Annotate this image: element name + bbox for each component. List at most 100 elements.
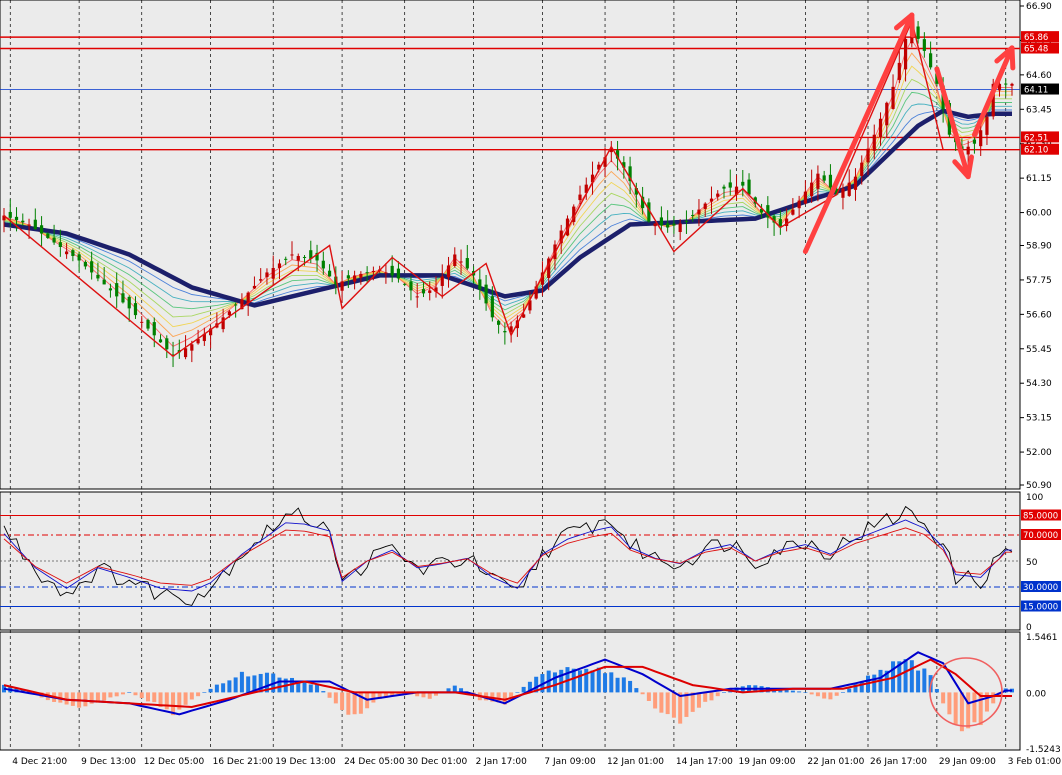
candle-body [327,270,332,277]
candle-body [234,304,238,306]
osc-tick-label: 0 [1026,623,1032,633]
candle-body [296,255,300,261]
x-tick-label: 14 Jan 17:00 [676,757,733,767]
candle-body [897,62,901,80]
candle-body [534,286,538,299]
candle-body [684,220,689,222]
macd-histogram-bar [346,692,351,715]
candle-body [622,162,626,168]
price-level-badge [1021,31,1059,43]
macd-histogram-bar [722,692,726,693]
price-level-label: 62.10 [1024,146,1048,156]
candle-body [227,311,231,316]
candle-body [778,219,782,228]
candle-body [302,256,307,258]
macd-histogram-bar [246,676,251,693]
macd-histogram-bar [264,672,269,693]
trend-arrow-head [994,45,1016,71]
macd-signal-line [3,658,1012,709]
macd-histogram-bar [703,692,708,702]
candle-body [916,26,920,39]
macd-histogram-bar [252,675,257,693]
candle-body [2,215,6,221]
candle-body [284,258,288,260]
macd-histogram-bar [258,673,263,693]
candle-body [547,258,551,278]
macd-histogram-bar [308,684,313,693]
candle-body [309,250,313,259]
candle-body [634,188,638,195]
macd-histogram-bar [615,677,620,693]
candle-body [415,296,419,298]
macd-histogram-bar [352,692,357,715]
macd-histogram-bar [383,692,388,698]
candle-body [816,173,820,189]
macd-histogram-bar [2,684,6,693]
trend-arrow-shaft [802,12,915,254]
x-tick-label: 9 Dec 13:00 [81,757,136,767]
x-tick-label: 16 Dec 21:00 [213,757,274,767]
price-tick-label: 56.60 [1026,310,1052,320]
candle-body [290,254,294,256]
candle-body [853,176,858,190]
macd-histogram-bar [415,692,420,697]
x-tick-label: 4 Dec 21:00 [12,757,67,767]
x-tick-label: 19 Dec 13:00 [275,757,336,767]
macd-histogram-bar [521,686,526,693]
macd-histogram-bar [315,684,320,693]
macd-histogram-bar [327,692,332,698]
macd-histogram-bar [571,668,576,693]
macd-histogram-bar [603,673,608,693]
candle-body [321,260,325,269]
candle-body [246,292,250,303]
osc-series-line [3,519,1012,592]
candle-body [766,205,770,218]
candle-body [797,200,801,209]
candle-body [27,224,31,226]
candle-body [465,258,469,269]
osc-level-label: 85.0000 [1023,512,1058,522]
candle-body [484,284,488,304]
macd-histogram-bar [834,692,839,696]
candle-body [603,157,607,167]
macd-histogram-bar [947,692,952,715]
macd-histogram-bar [628,680,633,693]
candle-body [165,338,169,350]
macd-histogram-bar [534,676,539,693]
macd-histogram-bar [696,692,701,708]
candle-body [716,193,720,197]
macd-histogram-bar [227,680,232,693]
candle-body [785,218,789,226]
candle-body [359,273,363,278]
macd-histogram-bar [164,692,169,710]
macd-histogram-bar [527,681,532,693]
price-tick-label: 58.90 [1026,242,1052,252]
macd-histogram-bar [446,688,451,693]
trend-arrow-head [952,154,975,180]
macd-histogram-bar [903,659,908,693]
macd-histogram-bar [815,692,820,697]
candle-body [1010,83,1014,86]
macd-histogram-bar [872,674,877,693]
macd-histogram-bar [202,692,207,693]
osc-series-line [3,527,1012,586]
candle-body [146,319,150,329]
candle-body [33,219,37,230]
macd-histogram-bar [859,681,864,693]
candle-body [929,53,933,68]
candle-body [991,83,995,117]
price-layer [0,12,1020,368]
macd-histogram-bar [809,692,814,695]
candle-body [115,283,119,297]
candle-body [528,300,532,311]
candle-body [21,220,25,223]
trend-arrow-head [894,12,915,38]
candle-body [65,251,69,255]
candle-body [522,314,526,318]
highlight-circle [929,657,1003,727]
macd-tick-label: -1.5243 [1026,745,1061,755]
candle-body [403,283,407,285]
macd-histogram-bar [89,692,94,704]
candle-body [772,216,776,223]
candle-body [259,279,263,281]
